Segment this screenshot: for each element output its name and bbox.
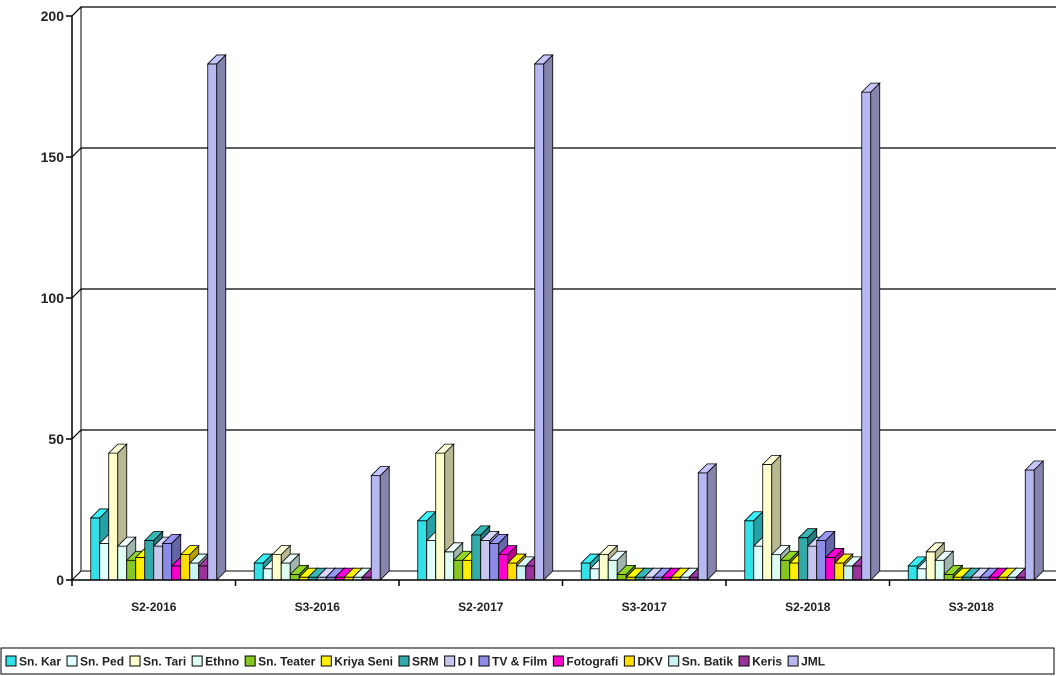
legend-label: DKV bbox=[637, 655, 662, 669]
x-tick-label: S2-2018 bbox=[785, 600, 831, 614]
gridline bbox=[71, 429, 1056, 440]
legend-label: Sn. Tari bbox=[143, 655, 186, 669]
legend-swatch bbox=[787, 655, 799, 667]
plot-area bbox=[71, 5, 1056, 582]
y-tick-label: 50 bbox=[48, 431, 64, 447]
x-tick-label: S3-2018 bbox=[949, 600, 995, 614]
legend-swatch bbox=[623, 655, 635, 667]
legend-item: Ethno bbox=[191, 655, 239, 669]
legend-swatch bbox=[398, 655, 410, 667]
legend-label: Sn. Ped bbox=[80, 655, 124, 669]
legend-item: JML bbox=[787, 655, 825, 669]
legend-swatch bbox=[244, 655, 256, 667]
legend-label: Kriya Seni bbox=[334, 655, 393, 669]
legend-label: D I bbox=[458, 655, 473, 669]
bar bbox=[206, 53, 227, 581]
legend-item: Keris bbox=[738, 655, 782, 669]
bar bbox=[370, 465, 391, 581]
legend-item: Sn. Ped bbox=[66, 655, 124, 669]
legend-swatch bbox=[320, 655, 332, 667]
legend-label: Ethno bbox=[205, 655, 239, 669]
legend-swatch bbox=[478, 655, 490, 667]
legend-item: D I bbox=[444, 655, 473, 669]
x-tick-label: S3-2017 bbox=[622, 600, 668, 614]
legend-item: Sn. Teater bbox=[244, 655, 316, 669]
legend-item: Fotografi bbox=[552, 655, 618, 669]
legend-swatch bbox=[552, 655, 564, 667]
bars bbox=[89, 53, 1045, 581]
legend-item: Sn. Tari bbox=[129, 655, 186, 669]
legend-label: Keris bbox=[752, 655, 782, 669]
legend-swatch bbox=[66, 655, 78, 667]
legend-item: Sn. Batik bbox=[668, 655, 734, 669]
y-tick-label: 200 bbox=[41, 8, 65, 24]
legend-swatch bbox=[5, 655, 17, 667]
legend-label: Sn. Kar bbox=[19, 655, 61, 669]
y-tick-label: 150 bbox=[41, 149, 65, 165]
legend-item: Sn. Kar bbox=[5, 655, 61, 669]
bar bbox=[860, 82, 881, 581]
legend-swatch bbox=[191, 655, 203, 667]
axes: 0 50 100 150 200 S2-2016 S3-2016 S2-2017 S3-2017… bbox=[41, 8, 1056, 614]
bar bbox=[533, 53, 554, 581]
legend-item: SRM bbox=[398, 655, 439, 669]
legend-item: Kriya Seni bbox=[320, 655, 393, 669]
legend-label: Sn. Batik bbox=[682, 655, 734, 669]
legend-item: TV & Film bbox=[478, 655, 547, 669]
legend-label: JML bbox=[801, 655, 825, 669]
legend-swatch bbox=[738, 655, 750, 667]
legend-label: SRM bbox=[412, 655, 439, 669]
legend-swatch bbox=[129, 655, 141, 667]
legend-label: TV & Film bbox=[492, 655, 547, 669]
gridline bbox=[71, 147, 1056, 158]
legend-label: Fotografi bbox=[566, 655, 618, 669]
bar bbox=[1024, 460, 1045, 581]
legend-label: Sn. Teater bbox=[258, 655, 315, 669]
x-tick-label: S2-2016 bbox=[131, 600, 177, 614]
gridline bbox=[71, 6, 1056, 17]
legend-item: DKV bbox=[623, 655, 663, 669]
bar bbox=[697, 462, 718, 581]
y-tick-label: 0 bbox=[56, 572, 64, 588]
y-tick-label: 100 bbox=[41, 290, 65, 306]
gridline bbox=[71, 288, 1056, 299]
legend-box bbox=[0, 647, 1055, 675]
legend-swatch bbox=[668, 655, 680, 667]
x-tick-label: S3-2016 bbox=[295, 600, 341, 614]
legend: Sn. Kar Sn. Ped Sn. Tari Ethno Sn. Teater Kri… bbox=[0, 647, 1055, 675]
legend-swatch bbox=[444, 655, 456, 667]
x-tick-label: S2-2017 bbox=[458, 600, 504, 614]
